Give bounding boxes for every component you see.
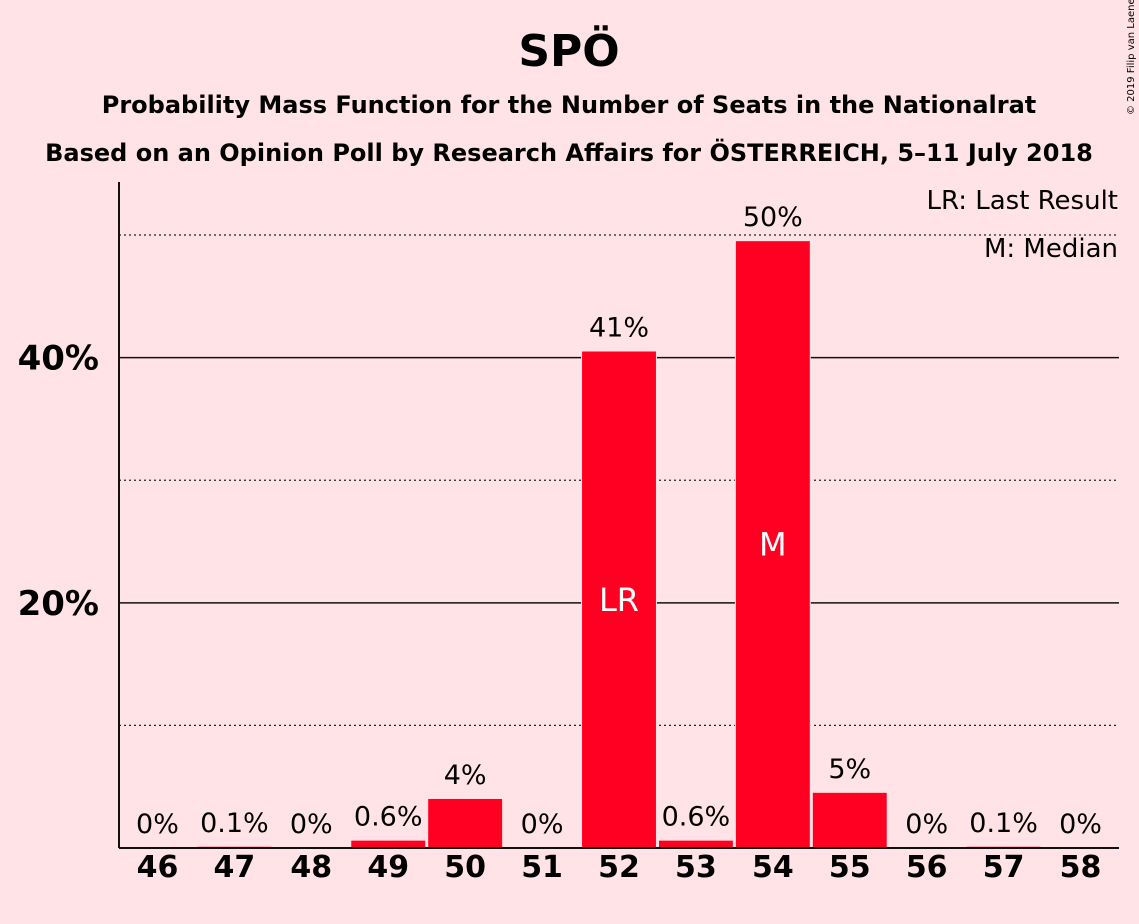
data-label: 0%	[136, 809, 179, 840]
bar	[812, 792, 887, 848]
x-tick-label: 52	[598, 850, 640, 885]
data-label: 4%	[444, 760, 487, 791]
chart-subtitle-2: Based on an Opinion Poll by Research Aff…	[45, 137, 1093, 167]
x-tick-label: 50	[444, 850, 486, 885]
data-label: 50%	[743, 202, 803, 233]
x-tick-label: 48	[290, 850, 332, 885]
bar	[582, 351, 656, 848]
bar-marker-label: LR	[599, 581, 639, 619]
data-label: 0%	[521, 809, 564, 840]
bar-marker-label: M	[759, 526, 787, 564]
copyright-notice: © 2019 Filip van Laenen	[1126, 0, 1137, 115]
x-tick-label: 46	[137, 850, 179, 885]
y-tick-label: 40%	[18, 339, 99, 379]
gridlines: 20% 40%	[18, 234, 1119, 727]
data-labels: 0% 46 0.1% 47 0% 48 0.6% 49 4% 50 0% 51 41% 52 LR 0.6% 5…	[136, 202, 1102, 885]
data-label: 0.1%	[200, 808, 269, 839]
legend-median: M: Median	[984, 234, 1118, 264]
data-label: 0%	[290, 809, 333, 840]
data-label: 0.6%	[662, 802, 731, 833]
bar	[735, 241, 810, 848]
legend-last-result: LR: Last Result	[926, 186, 1118, 216]
axes	[118, 182, 1119, 849]
bar	[428, 798, 503, 848]
bar	[658, 840, 733, 848]
x-tick-label: 58	[1060, 850, 1102, 885]
y-tick-label: 20%	[18, 584, 99, 624]
chart-title: SPÖ	[518, 24, 619, 77]
x-tick-label: 47	[214, 850, 256, 885]
bar	[351, 840, 426, 848]
data-label: 5%	[828, 754, 871, 785]
x-tick-label: 57	[983, 850, 1025, 885]
x-tick-label: 54	[752, 850, 794, 885]
x-tick-label: 56	[906, 850, 948, 885]
x-tick-label: 55	[829, 850, 871, 885]
data-label: 0.1%	[969, 808, 1038, 839]
data-label: 0%	[905, 809, 948, 840]
x-tick-label: 49	[367, 850, 409, 885]
bars	[119, 240, 1119, 848]
x-tick-label: 51	[521, 850, 563, 885]
chart-subtitle-1: Probability Mass Function for the Number…	[102, 91, 1037, 119]
x-tick-label: 53	[675, 850, 717, 885]
data-label: 0%	[1059, 809, 1102, 840]
data-label: 0.6%	[354, 802, 423, 833]
data-label: 41%	[589, 313, 649, 344]
